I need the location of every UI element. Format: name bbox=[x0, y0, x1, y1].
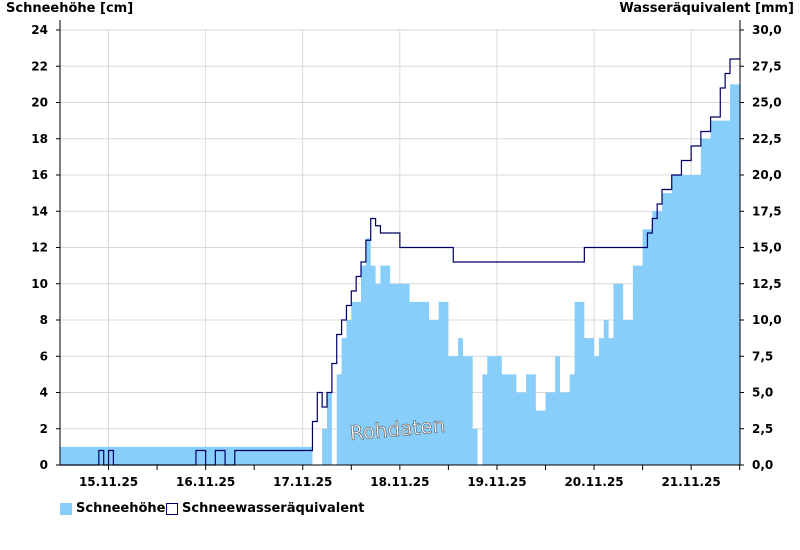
y-axis-label-right: Wasseräquivalent [mm] bbox=[619, 1, 794, 16]
y-tick-label-right: 15,0 bbox=[752, 241, 782, 255]
y-tick-label-right: 17,5 bbox=[752, 204, 782, 218]
legend-label-swe: Schneewasseräquivalent bbox=[182, 501, 365, 516]
legend-swatch-snow bbox=[60, 502, 72, 515]
y-tick-label-right: 20,0 bbox=[752, 168, 782, 182]
y-tick-label-right: 7,5 bbox=[752, 349, 773, 363]
legend-item-swe: Schneewasseräquivalent bbox=[166, 501, 364, 516]
x-tick-label: 17.11.25 bbox=[273, 475, 332, 489]
x-tick-label: 19.11.25 bbox=[467, 475, 526, 489]
y-axis-label-left: Schneehöhe [cm] bbox=[6, 1, 134, 16]
swe-line bbox=[60, 58, 740, 466]
y-tick-label-left: 2 bbox=[40, 422, 48, 436]
y-tick-label-right: 0,0 bbox=[752, 458, 773, 472]
y-tick-label-left: 22 bbox=[31, 59, 48, 73]
x-tick-label: 16.11.25 bbox=[176, 475, 235, 489]
y-tick-label-left: 10 bbox=[31, 277, 48, 291]
x-tick-label: 21.11.25 bbox=[662, 475, 721, 489]
y-tick-label-left: 24 bbox=[31, 23, 48, 37]
y-tick-label-right: 5,0 bbox=[752, 386, 773, 400]
y-tick-label-left: 8 bbox=[40, 313, 48, 327]
y-tick-label-left: 20 bbox=[31, 96, 48, 110]
y-tick-label-right: 10,0 bbox=[752, 313, 782, 327]
snow-depth-series bbox=[60, 84, 740, 465]
legend-swatch-swe bbox=[166, 502, 178, 515]
y-tick-label-left: 12 bbox=[31, 241, 48, 255]
swe-series bbox=[60, 58, 740, 466]
y-tick-label-left: 14 bbox=[31, 204, 48, 218]
y-tick-label-right: 22,5 bbox=[752, 132, 782, 146]
y-tick-label-right: 25,0 bbox=[752, 96, 782, 110]
y-tick-label-right: 30,0 bbox=[752, 23, 782, 37]
tick-labels: 0246810121416182022240,02,55,07,510,012,… bbox=[31, 23, 781, 489]
legend-item-snow-depth: Schneehöhe bbox=[60, 501, 165, 516]
legend-label-snow: Schneehöhe bbox=[76, 501, 166, 516]
y-tick-label-left: 6 bbox=[40, 349, 48, 363]
y-tick-label-right: 2,5 bbox=[752, 422, 773, 436]
y-tick-label-left: 0 bbox=[40, 458, 48, 472]
x-tick-label: 15.11.25 bbox=[79, 475, 138, 489]
y-tick-label-left: 4 bbox=[40, 386, 48, 400]
x-tick-label: 18.11.25 bbox=[370, 475, 429, 489]
snow-depth-area bbox=[60, 84, 740, 465]
y-tick-label-right: 27,5 bbox=[752, 59, 782, 73]
axes bbox=[56, 20, 744, 470]
y-tick-label-right: 12,5 bbox=[752, 277, 782, 291]
y-tick-label-left: 16 bbox=[31, 168, 48, 182]
x-tick-label: 20.11.25 bbox=[564, 475, 623, 489]
y-tick-label-left: 18 bbox=[31, 132, 48, 146]
